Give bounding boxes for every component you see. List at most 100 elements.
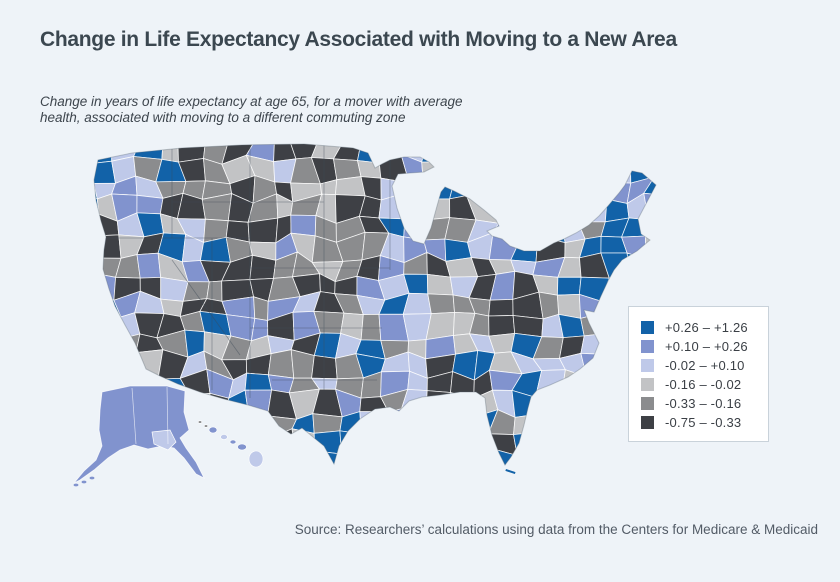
commuting-zone [581,388,608,415]
commuting-zone [606,471,629,494]
legend-label-bin3: -0.02 – +0.10 [665,357,745,373]
commuting-zone [469,161,491,185]
commuting-zone [136,252,162,279]
commuting-zone [334,176,366,197]
commuting-zone [427,293,455,315]
commuting-zone [156,453,184,465]
commuting-zone [94,144,113,164]
commuting-zone [94,318,100,335]
commuting-zone [535,154,564,182]
commuting-zone [556,412,583,437]
state-border [171,259,241,356]
legend-row: -0.02 – +0.10 [641,356,756,374]
us-choropleth-map [72,140,672,500]
us-map-svg [72,140,672,496]
commuting-zone [643,173,656,197]
commuting-zone [72,140,94,163]
commuting-zone [381,430,408,453]
commuting-zone [356,448,389,465]
commuting-zone [535,391,564,415]
commuting-zone [489,470,513,496]
us-coastline [93,143,657,466]
commuting-zone [72,236,92,260]
commuting-zone [425,311,455,341]
commuting-zone [401,408,427,438]
commuting-zone [649,158,656,178]
commuting-zone [94,333,122,359]
commuting-zone [311,355,338,380]
commuting-zone [421,161,456,182]
commuting-zone [488,315,516,337]
commuting-zone [359,411,389,435]
commuting-zone [94,213,100,240]
commuting-zone [90,467,119,494]
legend-label-bin6: -0.75 – -0.33 [665,414,742,430]
commuting-zone [540,431,562,453]
commuting-zone [580,333,605,355]
commuting-zone [536,470,562,490]
commuting-zone [643,192,656,225]
commuting-zone [208,430,232,453]
alaska-zone [151,429,177,451]
commuting-zone [401,469,425,489]
commuting-zone [445,469,477,496]
commuting-zone [381,408,407,438]
commuting-zone [383,469,410,491]
commuting-zone [448,144,477,163]
commuting-zone [200,474,232,487]
commuting-zone [333,474,359,494]
commuting-zone [94,352,121,381]
commuting-zone [248,415,276,437]
commuting-zone [535,216,566,244]
legend-row: -0.16 – -0.02 [641,375,756,393]
commuting-zone [94,196,100,222]
commuting-zone [518,222,539,242]
commuting-zone [645,258,656,278]
hawaiian-island [220,434,228,440]
commuting-zone [606,411,628,437]
commuting-zone [561,369,589,399]
commuting-zone [599,310,630,335]
commuting-zone [650,144,656,164]
commuting-zone [247,217,279,244]
commuting-zone [581,472,610,493]
commuting-zone [645,472,672,492]
alaska [73,385,205,484]
hawaiian-island [197,420,203,424]
legend-swatch-bin4 [641,377,654,391]
commuting-zone [423,469,450,492]
commuting-zone [644,219,656,237]
commuting-zone [560,196,581,223]
commuting-zone [186,392,212,417]
commuting-zone [648,453,656,465]
commuting-zone [626,252,650,283]
commuting-zone [182,281,210,302]
commuting-zone [488,298,514,317]
commuting-zone [487,180,519,205]
commuting-zone [452,161,474,185]
commuting-zone [403,218,425,241]
commuting-zone [513,413,544,436]
aleutian-island [73,483,79,487]
commuting-zone [577,181,608,200]
commuting-zone [386,450,411,465]
commuting-zone [422,450,456,465]
commuting-zone [339,430,363,455]
commuting-zone [94,396,98,411]
commuting-zone [72,350,90,380]
map-legend: +0.26 – +1.26 +0.10 – +0.26 -0.02 – +0.1… [628,306,769,442]
commuting-zone [517,160,544,185]
legend-swatch-bin5 [641,396,654,410]
commuting-zone [94,316,122,340]
alaska-zone-border [166,386,169,445]
commuting-zone [94,257,100,275]
commuting-zone [586,454,612,465]
commuting-zone [226,472,253,491]
commuting-zone [332,144,362,161]
commuting-zone [599,144,631,162]
commuting-zone [72,331,91,358]
commuting-zone [94,162,95,185]
commuting-zone [136,194,164,215]
commuting-zone [603,372,629,392]
